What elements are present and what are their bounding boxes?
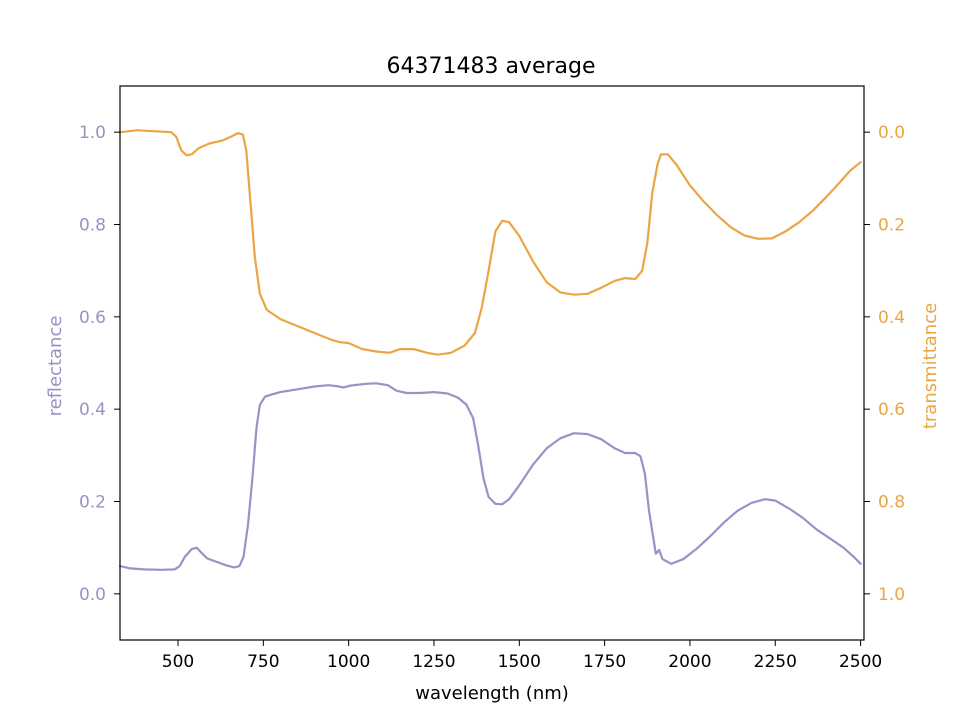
transmittance-line — [118, 129, 862, 356]
y-tick-label-left: 0.0 — [79, 585, 106, 605]
plot-frame — [119, 85, 865, 641]
x-tick-label: 1250 — [412, 652, 455, 672]
y-tick-label-left: 0.4 — [79, 400, 106, 420]
series-layer — [118, 129, 862, 571]
y-tick-label-right: 0.4 — [878, 308, 905, 328]
y-tick-label-right: 0.2 — [878, 216, 905, 236]
x-tick-label: 2250 — [754, 652, 797, 672]
y-tick-label-right: 0.0 — [878, 123, 905, 143]
reflectance-line — [118, 382, 862, 571]
y-tick-label-left: 1.0 — [79, 123, 106, 143]
y-tick-label-left: 0.2 — [79, 493, 106, 513]
y-tick-label-right: 1.0 — [878, 585, 905, 605]
y-axis-label-left: reflectance — [45, 316, 66, 417]
x-axis: 500 750 1000 1250 1500 1750 2000 2250 2500 — [162, 640, 882, 672]
x-tick-label: 1750 — [583, 652, 626, 672]
x-tick-label: 2000 — [668, 652, 711, 672]
y-tick-label-left: 0.8 — [79, 216, 106, 236]
y-axis-right: 0.0 0.2 0.4 0.6 0.8 1.0 — [864, 123, 905, 605]
x-tick-label: 2500 — [839, 652, 882, 672]
x-tick-label: 1500 — [498, 652, 541, 672]
y-tick-label-right: 0.8 — [878, 493, 905, 513]
x-tick-label: 500 — [162, 652, 194, 672]
x-tick-label: 750 — [247, 652, 279, 672]
y-tick-label-left: 0.6 — [79, 308, 106, 328]
chart-title: 64371483 average — [386, 54, 595, 79]
x-tick-label: 1000 — [327, 652, 370, 672]
y-axis-left: 0.0 0.2 0.4 0.6 0.8 1.0 — [79, 123, 120, 605]
x-axis-label: wavelength (nm) — [415, 683, 569, 704]
y-tick-label-right: 0.6 — [878, 400, 905, 420]
y-axis-label-right: transmittance — [920, 303, 941, 429]
